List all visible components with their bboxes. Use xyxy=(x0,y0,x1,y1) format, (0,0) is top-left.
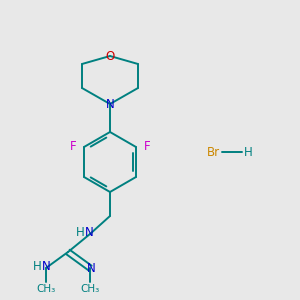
Text: O: O xyxy=(105,50,115,62)
Text: N: N xyxy=(85,226,93,239)
Text: CH₃: CH₃ xyxy=(80,284,100,294)
Text: N: N xyxy=(106,98,114,110)
Text: F: F xyxy=(70,140,76,154)
Text: F: F xyxy=(144,140,150,154)
Text: Br: Br xyxy=(206,146,220,158)
Text: CH₃: CH₃ xyxy=(36,284,56,294)
Text: H: H xyxy=(244,146,252,158)
Text: N: N xyxy=(42,260,50,274)
Text: H: H xyxy=(33,260,41,274)
Text: N: N xyxy=(87,262,95,275)
Text: H: H xyxy=(76,226,84,239)
